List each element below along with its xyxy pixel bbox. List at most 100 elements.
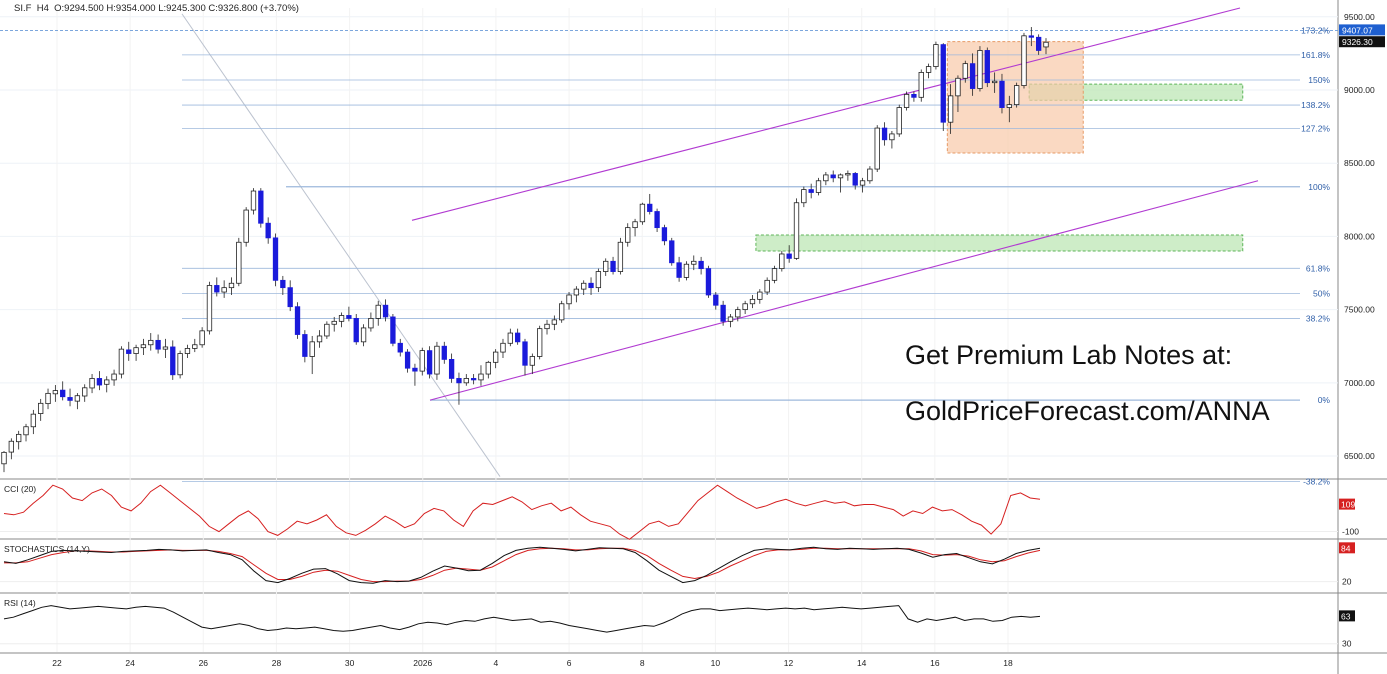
candle-body bbox=[874, 127, 880, 170]
candle-body bbox=[485, 361, 491, 375]
candle-body bbox=[206, 285, 213, 332]
candle-body bbox=[984, 50, 990, 84]
candle-body bbox=[837, 174, 844, 179]
candle-body bbox=[977, 50, 983, 89]
candle-body bbox=[375, 304, 381, 319]
candle-body bbox=[89, 378, 95, 389]
candle-body bbox=[537, 328, 543, 357]
candle-body bbox=[265, 222, 271, 239]
candle-body bbox=[1021, 35, 1027, 87]
candle-body bbox=[478, 373, 484, 381]
candle-body bbox=[38, 402, 44, 414]
candle-body bbox=[779, 253, 785, 270]
x-tick-label: 2026 bbox=[413, 658, 432, 668]
candle-body bbox=[1028, 35, 1034, 38]
fib-level-label: 127.2% bbox=[1301, 124, 1330, 134]
candle-body bbox=[595, 271, 602, 289]
candle-body bbox=[353, 318, 359, 343]
candle-body bbox=[845, 173, 851, 176]
fib-level-label: 150% bbox=[1308, 75, 1330, 85]
candle-body bbox=[309, 341, 315, 357]
candle-body bbox=[823, 174, 829, 182]
candle-body bbox=[346, 315, 352, 319]
x-tick-label: 10 bbox=[711, 658, 721, 668]
symbol-label: SI.F bbox=[14, 3, 32, 14]
candle-body bbox=[16, 433, 22, 443]
y-tick-label: 9500.00 bbox=[1344, 12, 1375, 22]
high-price-label: 9407.07 bbox=[1342, 25, 1373, 35]
candle-body bbox=[426, 350, 433, 375]
last-price-label: 9326.30 bbox=[1342, 37, 1373, 47]
candle-body bbox=[867, 168, 873, 182]
x-tick-label: 26 bbox=[199, 658, 209, 668]
candle-body bbox=[30, 413, 37, 428]
candle-body bbox=[962, 63, 968, 79]
candle-body bbox=[456, 378, 462, 384]
fib-level-label: 50% bbox=[1313, 288, 1330, 298]
candle-body bbox=[434, 345, 440, 375]
rsi-panel-title: RSI (14) bbox=[4, 598, 36, 608]
candle-body bbox=[155, 339, 161, 350]
candle-body bbox=[67, 397, 73, 401]
candle-body bbox=[625, 227, 631, 243]
candle-body bbox=[1, 451, 7, 465]
candle-body bbox=[551, 319, 558, 325]
candle-body bbox=[170, 346, 176, 376]
candle-body bbox=[1036, 36, 1042, 51]
watermark-line-1: Get Premium Lab Notes at: bbox=[905, 340, 1233, 370]
candle-body bbox=[221, 287, 227, 293]
candle-body bbox=[793, 202, 800, 259]
y-tick-label: 6500.00 bbox=[1344, 451, 1375, 461]
stoch-badge bbox=[1339, 542, 1355, 554]
candle-body bbox=[830, 174, 836, 179]
candle-body bbox=[294, 306, 301, 335]
candle-body bbox=[470, 378, 477, 381]
fib-level-label: 61.8% bbox=[1306, 263, 1331, 273]
candle-body bbox=[735, 309, 741, 318]
candle-body bbox=[647, 203, 653, 212]
candle-body bbox=[683, 263, 690, 278]
candle-body bbox=[676, 262, 682, 278]
candle-body bbox=[911, 93, 917, 98]
y-tick-label: 7000.00 bbox=[1344, 378, 1375, 388]
rsi-badge bbox=[1339, 610, 1355, 622]
fib-level-label: 138.2% bbox=[1301, 100, 1330, 110]
candle-body bbox=[669, 240, 675, 264]
x-tick-label: 30 bbox=[345, 658, 355, 668]
candle-body bbox=[148, 339, 154, 346]
indicator-tick-label: -100 bbox=[1342, 527, 1359, 537]
candle-body bbox=[698, 260, 704, 270]
candle-body bbox=[448, 359, 455, 379]
fib-level-label: 173.2% bbox=[1301, 26, 1330, 36]
candle-body bbox=[859, 180, 866, 186]
candle-body bbox=[52, 390, 59, 395]
candle-body bbox=[500, 342, 506, 353]
cci-panel-title: CCI (20) bbox=[4, 484, 37, 494]
candle-body bbox=[654, 211, 660, 229]
x-tick-label: 14 bbox=[857, 658, 867, 668]
candle-body bbox=[808, 189, 814, 193]
candle-body bbox=[250, 190, 257, 211]
candle-body bbox=[316, 335, 323, 343]
cci-badge bbox=[1339, 498, 1355, 510]
timeframe-label: H4 bbox=[36, 3, 49, 14]
candle-body bbox=[302, 334, 308, 357]
x-tick-label: 6 bbox=[567, 658, 572, 668]
stoch-value: 84 bbox=[1341, 543, 1351, 553]
green-zone bbox=[755, 234, 1244, 252]
x-tick-label: 24 bbox=[125, 658, 135, 668]
candle-body bbox=[991, 80, 998, 84]
candle-body bbox=[8, 440, 14, 453]
candle-body bbox=[881, 127, 888, 141]
last-price-badge bbox=[1339, 36, 1385, 48]
cci-line bbox=[3, 484, 1041, 540]
candle-body bbox=[1013, 85, 1020, 106]
candle-body bbox=[45, 392, 51, 405]
watermark-line-2: GoldPriceForecast.com/ANNA bbox=[905, 396, 1270, 426]
candle-body bbox=[126, 349, 132, 354]
candle-body bbox=[999, 80, 1005, 108]
fib-level-label: -38.2% bbox=[1303, 477, 1330, 487]
candle-body bbox=[397, 342, 403, 353]
candle-body bbox=[507, 332, 513, 344]
